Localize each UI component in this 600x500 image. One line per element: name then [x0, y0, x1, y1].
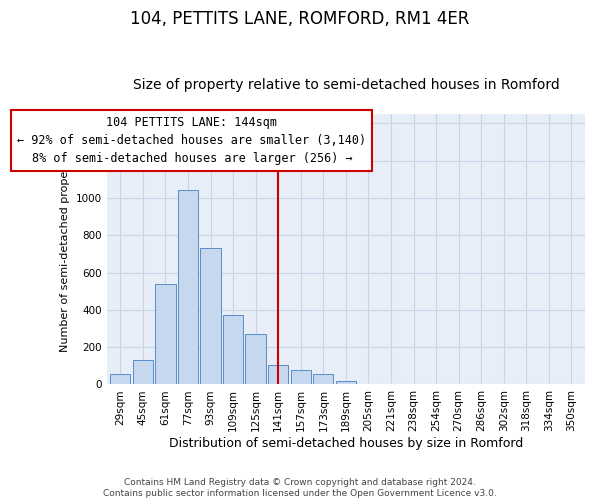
Bar	[290, 370, 311, 384]
Title: Size of property relative to semi-detached houses in Romford: Size of property relative to semi-detach…	[133, 78, 559, 92]
Bar	[245, 334, 266, 384]
Bar	[200, 248, 221, 384]
Bar	[110, 374, 130, 384]
Bar	[336, 380, 356, 384]
Bar	[133, 360, 153, 384]
Bar	[155, 284, 176, 384]
Bar	[313, 374, 334, 384]
Text: 104 PETTITS LANE: 144sqm
← 92% of semi-detached houses are smaller (3,140)
8% of: 104 PETTITS LANE: 144sqm ← 92% of semi-d…	[17, 116, 367, 164]
Text: Contains HM Land Registry data © Crown copyright and database right 2024.
Contai: Contains HM Land Registry data © Crown c…	[103, 478, 497, 498]
Y-axis label: Number of semi-detached properties: Number of semi-detached properties	[60, 146, 70, 352]
Text: 104, PETTITS LANE, ROMFORD, RM1 4ER: 104, PETTITS LANE, ROMFORD, RM1 4ER	[130, 10, 470, 28]
Bar	[223, 314, 243, 384]
X-axis label: Distribution of semi-detached houses by size in Romford: Distribution of semi-detached houses by …	[169, 437, 523, 450]
Bar	[178, 190, 198, 384]
Bar	[268, 365, 289, 384]
